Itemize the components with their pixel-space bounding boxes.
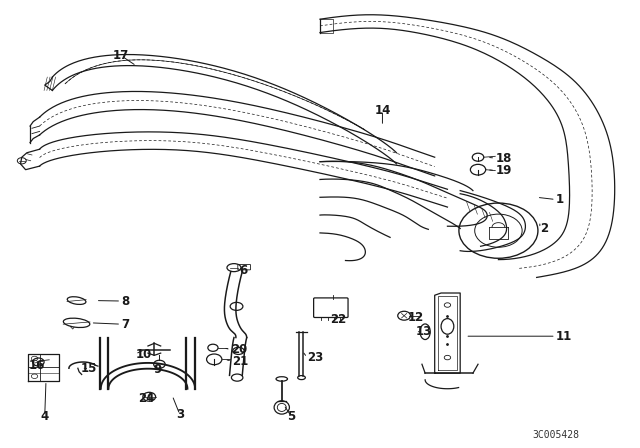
Text: 23: 23 [307, 351, 323, 364]
Text: 6: 6 [239, 264, 248, 277]
Text: 13: 13 [415, 325, 432, 338]
Text: 7: 7 [121, 318, 129, 331]
Text: 3: 3 [176, 408, 184, 421]
Text: 9: 9 [153, 362, 161, 375]
Text: 10: 10 [135, 348, 152, 361]
Text: 11: 11 [556, 330, 572, 343]
Text: 24: 24 [138, 392, 155, 405]
Text: 22: 22 [330, 313, 346, 326]
Text: 12: 12 [408, 311, 424, 324]
Text: 15: 15 [81, 362, 97, 375]
Text: 1: 1 [556, 193, 564, 206]
Text: 21: 21 [232, 355, 248, 368]
Text: 16: 16 [28, 359, 45, 372]
Text: 17: 17 [113, 49, 129, 62]
Text: 19: 19 [495, 164, 511, 177]
Text: 18: 18 [495, 151, 511, 164]
Text: 8: 8 [121, 294, 129, 307]
Text: 5: 5 [287, 410, 296, 423]
Text: 14: 14 [374, 104, 390, 117]
Text: 20: 20 [231, 343, 247, 356]
Text: 3C005428: 3C005428 [532, 431, 579, 440]
Text: 4: 4 [40, 410, 49, 423]
Text: 2: 2 [540, 222, 548, 235]
